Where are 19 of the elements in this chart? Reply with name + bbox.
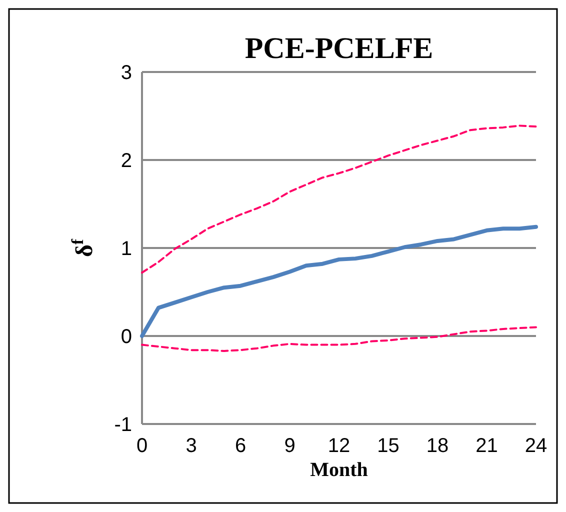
- x-tick-label: 9: [284, 435, 296, 457]
- line-series: [141, 326, 537, 352]
- x-tick-label: 18: [426, 435, 449, 457]
- x-tick-label: 6: [234, 435, 246, 457]
- line-series: [141, 124, 537, 274]
- x-tick-label: 3: [186, 435, 197, 457]
- y-tick-label: 2: [120, 150, 132, 172]
- y-tick-label: 1: [120, 238, 132, 260]
- y-tick-label: -1: [114, 414, 132, 436]
- y-tick-label: 0: [120, 326, 132, 348]
- x-tick-label: 12: [328, 435, 350, 457]
- y-tick-label: 3: [120, 62, 132, 84]
- x-tick-label: 24: [524, 435, 548, 457]
- x-tick-label: 21: [476, 435, 498, 457]
- x-tick-label: 15: [377, 435, 400, 457]
- x-axis-title: Month: [310, 459, 368, 481]
- x-tick-label: 0: [136, 435, 148, 457]
- line-series: [140, 224, 538, 338]
- chart-title: PCE-PCELFE: [244, 32, 434, 65]
